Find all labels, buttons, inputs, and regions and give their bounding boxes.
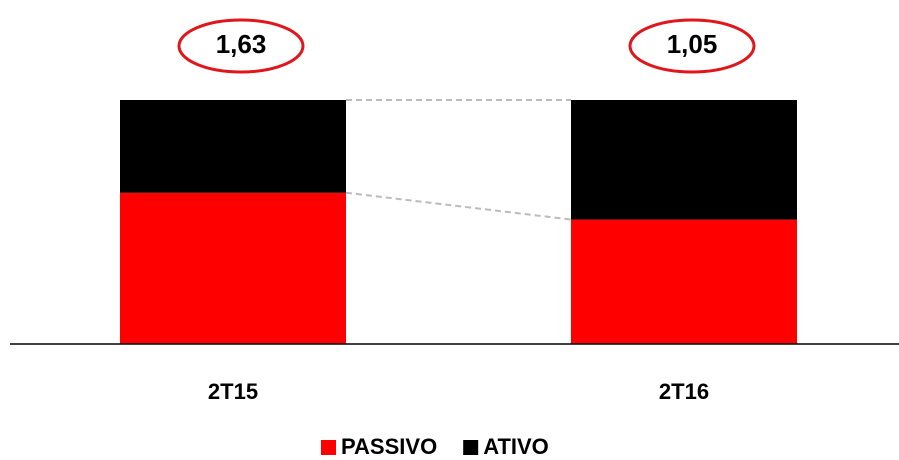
legend-swatch bbox=[321, 440, 336, 455]
x-tick-label: 2T15 bbox=[208, 379, 258, 404]
connector-line bbox=[345, 191, 572, 221]
annotation-ellipse bbox=[177, 18, 305, 74]
legend-label: PASSIVO bbox=[341, 434, 437, 459]
legend-label: ATIVO bbox=[483, 434, 549, 459]
x-tick-label: 2T16 bbox=[659, 379, 709, 404]
annotation: 1,05 bbox=[667, 29, 718, 59]
annotation-ellipse bbox=[628, 18, 756, 74]
bar-segment bbox=[571, 219, 797, 344]
bar-segment bbox=[571, 100, 797, 220]
annotation: 1,63 bbox=[216, 29, 267, 59]
bar-segment bbox=[120, 100, 346, 193]
bar-segment bbox=[120, 192, 346, 344]
legend-swatch bbox=[463, 440, 479, 455]
